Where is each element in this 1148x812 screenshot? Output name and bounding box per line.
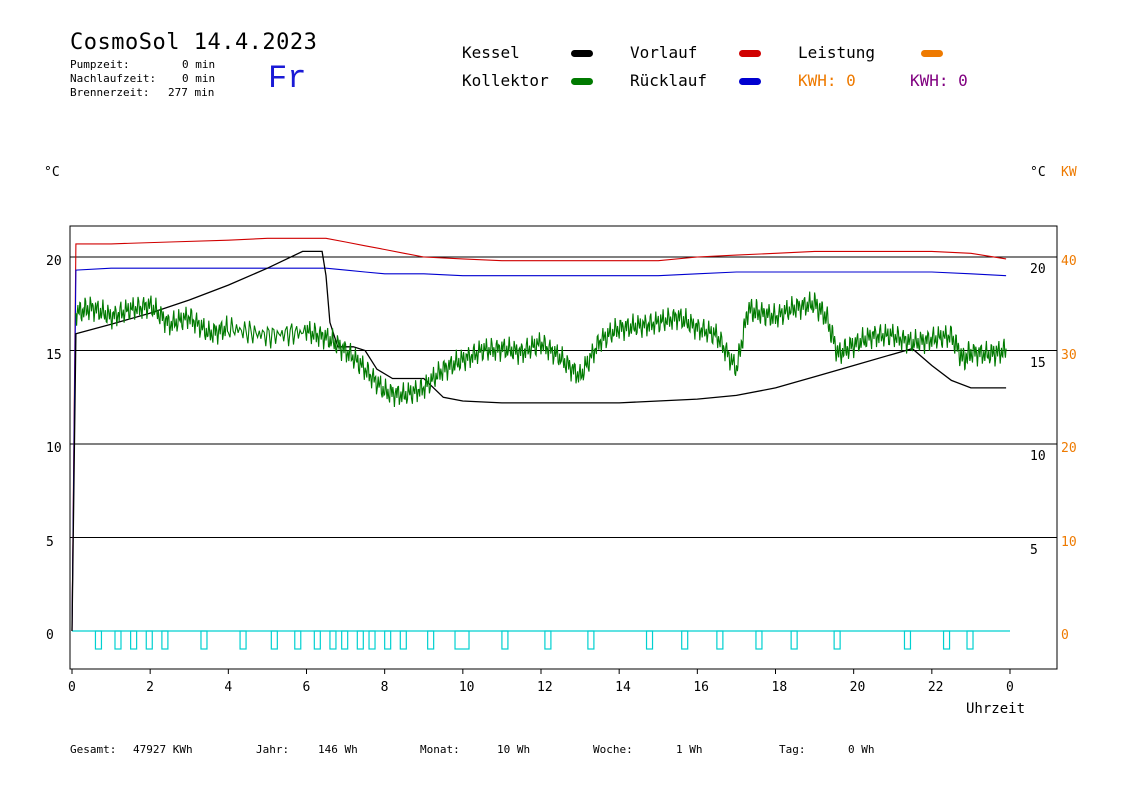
right-axis-unit-kw: KW [1061, 165, 1077, 180]
y-tick-label-right-celsius: 20 [1030, 262, 1046, 277]
pump-pulse [239, 630, 247, 650]
y-tick-label-left: 20 [46, 254, 62, 269]
legend-kessel-swatch [571, 50, 593, 57]
pump-pulse [329, 630, 337, 650]
x-tick-label: 8 [380, 680, 389, 695]
pump-pulse [341, 630, 349, 650]
x-tick-label: 6 [302, 680, 311, 695]
legend-kollektor-swatch [571, 78, 593, 85]
pump-pulse [833, 630, 841, 650]
pump-pulse [94, 630, 103, 650]
pump-pulse [903, 630, 912, 650]
footer-jahr-label: Jahr: [256, 743, 290, 756]
y-tick-label-left: 5 [46, 534, 54, 550]
legend-ruecklauf-swatch [739, 78, 761, 85]
y-tick-label-right-kw: 20 [1061, 441, 1077, 456]
legend-kwh-value: KWH: 0 [798, 71, 856, 90]
pump-pulse [200, 630, 208, 650]
footer-tag-value: 0 Wh [848, 743, 875, 756]
right-axis-unit-celsius: °C [1030, 165, 1046, 180]
y-tick-label-right-kw: 10 [1061, 534, 1077, 550]
series-line-ruecklauf [71, 267, 1007, 632]
y-tick-label-left: 10 [46, 441, 62, 456]
x-tick-label: 14 [615, 680, 631, 695]
y-tick-label-right-celsius: 15 [1030, 355, 1046, 371]
x-tick-label: 2 [146, 680, 154, 695]
x-tick-label: 22 [927, 680, 944, 695]
legend-kessel-label: Kessel [462, 43, 520, 62]
x-tick-label: 0 [68, 680, 76, 695]
pump-pulse [587, 630, 595, 650]
pump-pulse [399, 630, 407, 650]
pump-pulse [294, 630, 302, 650]
y-tick-label-right-celsius: 10 [1030, 449, 1046, 464]
pump-pulse [270, 630, 278, 650]
x-tick-label: 10 [458, 680, 475, 695]
legend-vorlauf-label: Vorlauf [630, 43, 698, 62]
weekday: Fr [268, 60, 307, 97]
plot-frame [69, 225, 1058, 670]
legend-leistung-swatch [921, 50, 943, 57]
footer-jahr-value: 146 Wh [318, 743, 358, 756]
pump-pulse [790, 630, 798, 650]
y-tick-label-right-kw: 30 [1061, 347, 1077, 363]
footer-monat-label: Monat: [420, 743, 460, 756]
x-tick-label: 4 [224, 680, 233, 695]
footer-tag-label: Tag: [779, 743, 806, 756]
footer-woche-label: Woche: [593, 743, 633, 756]
pump-pulse [356, 630, 364, 650]
series-line-kessel [71, 250, 1007, 632]
pump-pulse [368, 630, 376, 650]
series-line-vorlauf [71, 237, 1007, 632]
y-tick-label-left: 0 [46, 628, 54, 643]
pump-pulse [755, 630, 763, 650]
pump-pulse [161, 630, 169, 650]
info-pumpzeit-label: Pumpzeit: [70, 58, 130, 71]
footer-woche-value: 1 Wh [676, 743, 703, 756]
pump-pulse [427, 630, 435, 650]
info-brennerzeit-value: 277 min [168, 86, 215, 99]
info-nachlaufzeit-label: Nachlaufzeit: [70, 72, 157, 85]
info-nachlaufzeit-value: 0 min [182, 72, 216, 85]
pump-pulse [966, 630, 974, 650]
legend-ruecklauf-label: Rücklauf [630, 71, 708, 90]
x-tick-label: 0 [1006, 680, 1014, 695]
x-tick-label: 16 [693, 680, 709, 695]
pump-pulse [544, 630, 552, 650]
y-tick-label-right-kw: 0 [1061, 628, 1069, 643]
left-axis-unit: °C [44, 165, 60, 180]
x-tick-label: 18 [771, 680, 788, 695]
info-pumpzeit-value: 0 min [182, 58, 216, 71]
pump-pulse [942, 630, 951, 650]
pump-pulse [645, 630, 654, 650]
series-line-kollektor [75, 291, 1007, 408]
pump-pulse [313, 630, 321, 650]
pump-pulse [681, 630, 689, 650]
pump-pulse [130, 630, 138, 650]
pump-pulse [454, 630, 470, 650]
x-tick-label: 12 [537, 680, 553, 695]
info-brennerzeit-label: Brennerzeit: [70, 86, 150, 99]
legend-vorlauf-swatch [739, 50, 761, 57]
pump-pulse [501, 630, 509, 650]
page-title: CosmoSol 14.4.2023 [70, 30, 318, 55]
legend-leistung-label: Leistung [798, 43, 876, 62]
footer-gesamt-value: 47927 KWh [133, 743, 193, 756]
pump-pulse [145, 630, 153, 650]
pump-pulse [716, 630, 724, 650]
x-tick-label: 20 [849, 680, 866, 695]
pump-pulse [114, 630, 122, 650]
footer-monat-value: 10 Wh [497, 743, 531, 756]
footer-gesamt-label: Gesamt: [70, 743, 117, 756]
y-tick-label-right-celsius: 5 [1030, 542, 1038, 558]
y-tick-label-left: 15 [46, 347, 62, 363]
pump-pulse [384, 630, 392, 650]
legend-kwh2-value: KWH: 0 [910, 71, 968, 90]
legend-kollektor-label: Kollektor [462, 71, 549, 90]
x-axis-label: Uhrzeit [966, 701, 1026, 717]
y-tick-label-right-kw: 40 [1061, 254, 1077, 269]
